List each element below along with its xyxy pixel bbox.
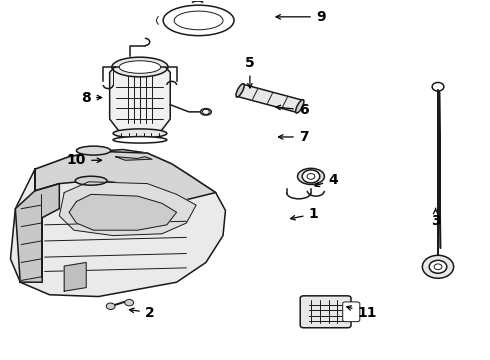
Circle shape xyxy=(307,174,315,179)
Polygon shape xyxy=(10,149,225,297)
Text: 5: 5 xyxy=(245,57,255,88)
Ellipse shape xyxy=(119,61,161,73)
Ellipse shape xyxy=(295,100,304,113)
Polygon shape xyxy=(69,194,176,230)
Text: 6: 6 xyxy=(276,103,308,117)
Polygon shape xyxy=(237,84,303,112)
Circle shape xyxy=(429,260,447,273)
Text: 8: 8 xyxy=(81,90,101,104)
Circle shape xyxy=(106,303,115,310)
Text: 3: 3 xyxy=(431,208,441,228)
Polygon shape xyxy=(110,67,170,134)
Ellipse shape xyxy=(174,11,223,30)
Polygon shape xyxy=(116,157,152,160)
Circle shape xyxy=(202,109,209,114)
Text: 9: 9 xyxy=(276,10,325,24)
Polygon shape xyxy=(35,151,216,200)
Ellipse shape xyxy=(113,136,167,143)
Polygon shape xyxy=(64,262,86,291)
Ellipse shape xyxy=(112,57,168,77)
Text: 11: 11 xyxy=(347,306,377,320)
Circle shape xyxy=(434,264,442,270)
Circle shape xyxy=(125,300,134,306)
Polygon shape xyxy=(15,169,59,282)
Text: 7: 7 xyxy=(278,130,308,144)
Ellipse shape xyxy=(236,84,244,97)
Text: 2: 2 xyxy=(129,306,155,320)
Text: 10: 10 xyxy=(67,153,101,167)
Circle shape xyxy=(432,82,444,91)
Circle shape xyxy=(422,255,454,278)
Text: 1: 1 xyxy=(291,207,318,221)
Ellipse shape xyxy=(75,176,107,185)
FancyBboxPatch shape xyxy=(343,302,360,321)
Ellipse shape xyxy=(163,5,234,36)
Ellipse shape xyxy=(76,146,111,155)
Ellipse shape xyxy=(200,109,211,115)
Ellipse shape xyxy=(297,168,324,184)
FancyBboxPatch shape xyxy=(300,296,351,328)
Circle shape xyxy=(302,170,320,183)
Text: 4: 4 xyxy=(315,173,338,187)
Polygon shape xyxy=(59,182,196,235)
Ellipse shape xyxy=(113,129,167,138)
